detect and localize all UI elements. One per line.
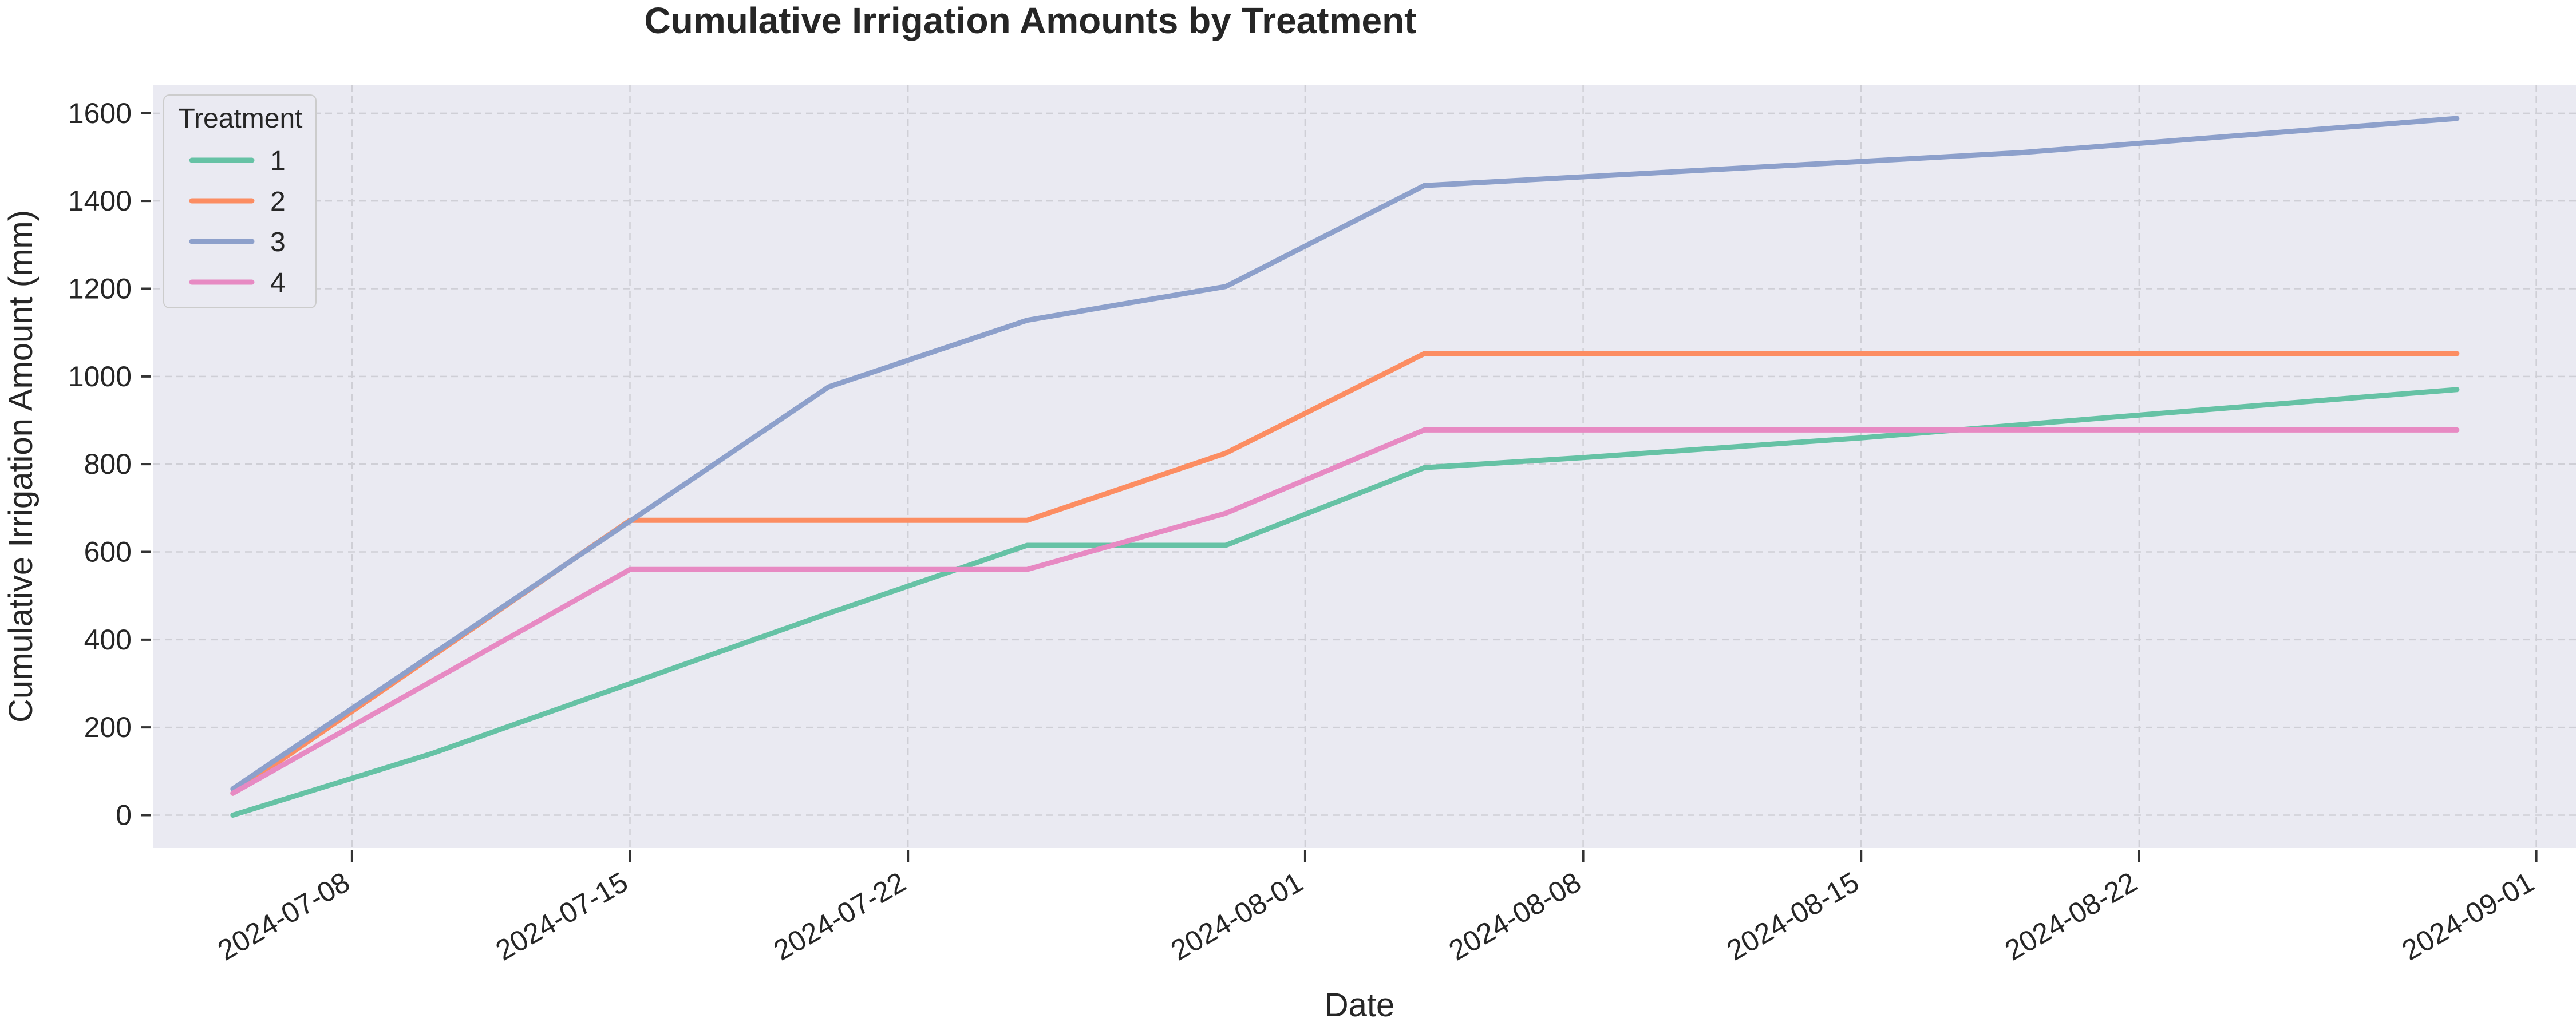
chart-title: Cumulative Irrigation Amounts by Treatme… xyxy=(645,0,1417,41)
y-tick-label: 600 xyxy=(84,536,132,568)
y-tick-label: 200 xyxy=(84,711,132,743)
y-tick-label: 1400 xyxy=(68,185,132,217)
y-tick-label: 0 xyxy=(116,799,132,831)
y-tick-label: 1600 xyxy=(68,97,132,129)
series-lines xyxy=(230,116,2460,818)
plot-area xyxy=(153,85,2576,848)
x-tick-label: 2024-08-08 xyxy=(1444,866,1586,966)
y-tick-label: 1200 xyxy=(68,273,132,305)
x-tick-label: 2024-08-15 xyxy=(1721,866,1864,966)
legend-title: Treatment xyxy=(179,104,303,134)
x-tick-label: 2024-08-01 xyxy=(1165,866,1308,966)
y-axis-label: Cumulative Irrigation Amount (mm) xyxy=(2,210,39,723)
x-tick-label: 2024-07-08 xyxy=(212,866,355,966)
x-ticks: 2024-07-08 2024-07-15 2024-07-22 2024-08-01… xyxy=(212,850,2539,966)
series-line-3 xyxy=(230,116,2460,791)
x-tick-label: 2024-08-22 xyxy=(2000,866,2142,966)
y-ticks: 0 200 400 600 800 1000 1200 1400 1600 xyxy=(68,97,151,831)
x-tick-label: 2024-09-01 xyxy=(2397,866,2539,966)
legend-label-4: 4 xyxy=(270,268,286,298)
y-tick-label: 400 xyxy=(84,624,132,656)
legend-label-3: 3 xyxy=(270,227,286,258)
legend-label-1: 1 xyxy=(270,146,286,176)
y-tick-label: 1000 xyxy=(68,360,132,393)
x-axis-label: Date xyxy=(1325,987,1395,1024)
y-tick-label: 800 xyxy=(84,448,132,480)
x-tick-label: 2024-07-22 xyxy=(768,866,911,966)
series-line-4 xyxy=(230,427,2460,796)
x-tick-label: 2024-07-15 xyxy=(491,866,633,966)
grid xyxy=(153,85,2576,848)
legend-label-2: 2 xyxy=(270,187,286,217)
legend: Treatment 1 2 3 4 xyxy=(163,94,317,308)
